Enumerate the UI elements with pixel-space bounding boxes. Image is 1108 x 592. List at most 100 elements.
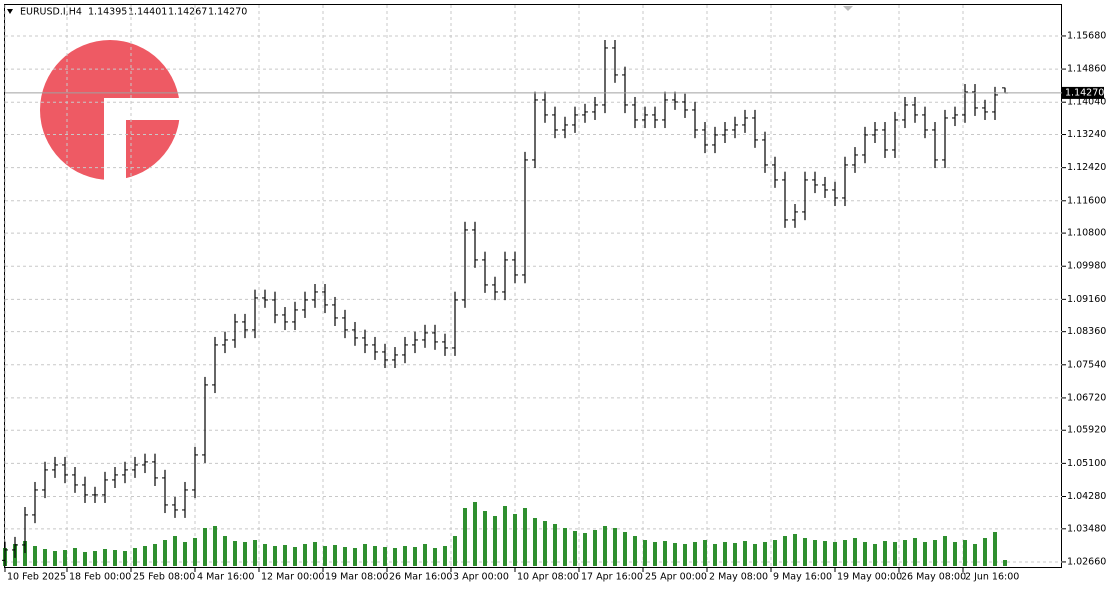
volume-bar: [883, 541, 887, 566]
volume-bar: [563, 528, 567, 566]
y-tick-label: 1.08360: [1067, 326, 1106, 337]
x-tick-label: 18 Feb 00:00: [69, 572, 131, 583]
y-tick-label: 1.14860: [1067, 64, 1106, 75]
volume-bar: [303, 544, 307, 566]
volume-bar: [943, 536, 947, 566]
volume-bar: [293, 547, 297, 566]
x-tick-label: 19 Mar 08:00: [325, 572, 388, 583]
menu-arrow: [7, 9, 13, 14]
x-tick-label: 9 May 16:00: [773, 572, 832, 583]
x-tick-label: 26 May 08:00: [901, 572, 966, 583]
volume-bar: [643, 540, 647, 566]
volume-bar: [613, 528, 617, 566]
volume-bar: [793, 534, 797, 566]
y-tick-label: 1.05100: [1067, 458, 1106, 469]
volume-bar: [933, 540, 937, 566]
volume-bar: [403, 546, 407, 566]
volume-bar: [23, 541, 27, 566]
ohlc-low-label: 1.14267: [168, 7, 207, 18]
volume-bar: [263, 544, 267, 566]
volume-bar: [693, 542, 697, 566]
y-tick-label: 1.06720: [1067, 392, 1106, 403]
volume-bar: [543, 521, 547, 566]
volume-bar: [313, 542, 317, 566]
volume-bar: [443, 546, 447, 566]
volume-bar: [833, 542, 837, 566]
logo: [40, 40, 186, 188]
volume-bar: [663, 541, 667, 566]
volume-bar: [283, 545, 287, 566]
volume-bar: [683, 544, 687, 566]
volume-bar: [503, 506, 507, 566]
volume-bar: [633, 536, 637, 566]
volume-bar: [73, 548, 77, 566]
volume-bar: [253, 540, 257, 566]
logo-bar: [126, 120, 162, 146]
volume-bar: [913, 538, 917, 566]
volume-bar: [623, 532, 627, 566]
x-tick-label: 26 Mar 16:00: [389, 572, 452, 583]
volume-bar: [653, 542, 657, 566]
volume-bar: [553, 524, 557, 566]
scroll-marker: [843, 6, 853, 11]
volume-bar: [583, 533, 587, 566]
x-tick-label: 10 Apr 08:00: [517, 572, 579, 583]
volume-bar: [103, 549, 107, 566]
y-tick-label: 1.14040: [1067, 97, 1106, 108]
y-tick-label: 1.13240: [1067, 129, 1106, 140]
volume-bar: [193, 538, 197, 566]
volume-bar: [603, 526, 607, 566]
volume-bar: [173, 536, 177, 566]
volume-bar: [483, 511, 487, 566]
volume-bar: [953, 542, 957, 566]
ohlc-open-label: 1.14395: [88, 7, 127, 18]
volume-bar: [773, 540, 777, 566]
volume-bar: [433, 548, 437, 566]
volume-bar: [233, 541, 237, 566]
volume-bar: [353, 548, 357, 566]
volume-bar: [823, 541, 827, 566]
volume-bar: [323, 546, 327, 566]
y-tick-label: 1.05920: [1067, 425, 1106, 436]
volume-bar: [923, 542, 927, 566]
volume-bar: [963, 540, 967, 566]
volume-bar: [163, 540, 167, 566]
volume-bar: [523, 508, 527, 566]
y-tick-label: 1.12420: [1067, 162, 1106, 173]
ohlc-close-label: 1.14270: [208, 7, 247, 18]
volume-bar: [213, 526, 217, 566]
volume-bar: [763, 542, 767, 566]
x-tick-label: 2 May 08:00: [709, 572, 768, 583]
volume-bar: [33, 546, 37, 566]
y-tick-label: 1.02660: [1067, 556, 1106, 567]
volume-bar: [63, 550, 67, 566]
volume-bar: [873, 544, 877, 566]
volume-bar: [803, 538, 807, 566]
volume-bar: [93, 551, 97, 566]
y-tick-label: 1.09160: [1067, 294, 1106, 305]
volume-bar: [373, 546, 377, 566]
volume-bar: [243, 542, 247, 566]
y-tick-label: 1.11600: [1067, 195, 1106, 206]
volume-bar: [223, 536, 227, 566]
volume-bar: [533, 518, 537, 566]
volume-bar: [1003, 560, 1007, 566]
volume-bar: [133, 548, 137, 566]
plot-frame: [4, 4, 1062, 568]
volume-bar: [273, 546, 277, 566]
volume-bar: [983, 538, 987, 566]
volume-bar: [723, 542, 727, 566]
x-tick-label: 10 Feb 2025: [7, 572, 66, 583]
volume-bar: [573, 531, 577, 566]
volume-bar: [383, 547, 387, 566]
x-tick-label: 4 Mar 16:00: [197, 572, 254, 583]
volume-bar: [143, 546, 147, 566]
volume-bar: [423, 544, 427, 566]
x-tick-label: 25 Apr 00:00: [645, 572, 707, 583]
volume-bar: [853, 538, 857, 566]
volume-bar: [183, 542, 187, 566]
volume-bar: [813, 540, 817, 566]
volume-bar: [993, 532, 997, 566]
x-tick-label: 2 Jun 16:00: [965, 572, 1019, 583]
y-tick-label: 1.07540: [1067, 359, 1106, 370]
